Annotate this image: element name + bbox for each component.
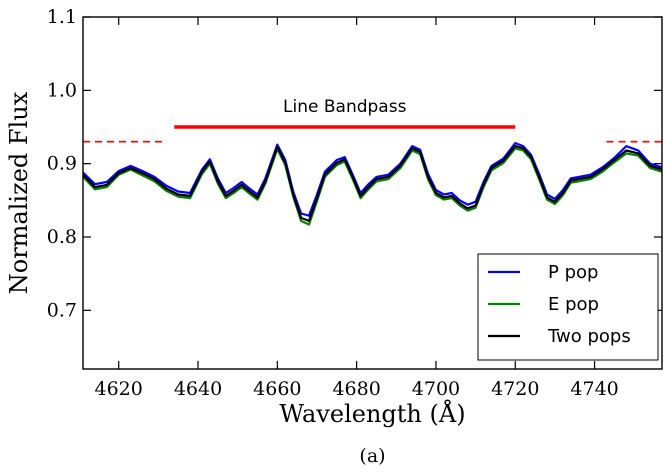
- x-tick-label: 4720: [491, 378, 539, 400]
- axes-frame: [82, 16, 663, 370]
- y-axis-title: Normalized Flux: [5, 91, 33, 294]
- y-tick-label: 0.9: [47, 153, 77, 175]
- x-tick-label: 4680: [332, 378, 380, 400]
- y-tick-label: 1.0: [47, 79, 77, 101]
- x-tick-label: 4620: [95, 378, 143, 400]
- ticks: 4620 4640 4660 4680 4700 4720 4740 0.7 0.8 0.9 1.0…: [47, 6, 662, 400]
- bandpass-label: Line Bandpass: [283, 97, 407, 117]
- y-tick-label: 1.1: [47, 6, 77, 28]
- annotations: [83, 125, 662, 143]
- series-line-two-pops: [82, 145, 663, 222]
- x-tick-label: 4700: [412, 378, 460, 400]
- x-tick-label: 4740: [570, 378, 618, 400]
- legend-label: P pop: [548, 262, 598, 283]
- x-axis-title: Wavelength (Å): [279, 399, 465, 428]
- x-tick-label: 4660: [253, 378, 301, 400]
- series-line-p-pop: [82, 142, 663, 217]
- x-tick-label: 4640: [174, 378, 222, 400]
- series-line-e-pop: [82, 147, 663, 226]
- legend: P pop E pop Two pops: [477, 253, 659, 361]
- figure-caption: (a): [359, 445, 385, 467]
- legend-label: E pop: [548, 294, 599, 315]
- y-tick-label: 0.7: [47, 299, 77, 321]
- plot-lines: [82, 142, 663, 226]
- y-tick-label: 0.8: [47, 226, 77, 248]
- legend-label: Two pops: [547, 326, 631, 347]
